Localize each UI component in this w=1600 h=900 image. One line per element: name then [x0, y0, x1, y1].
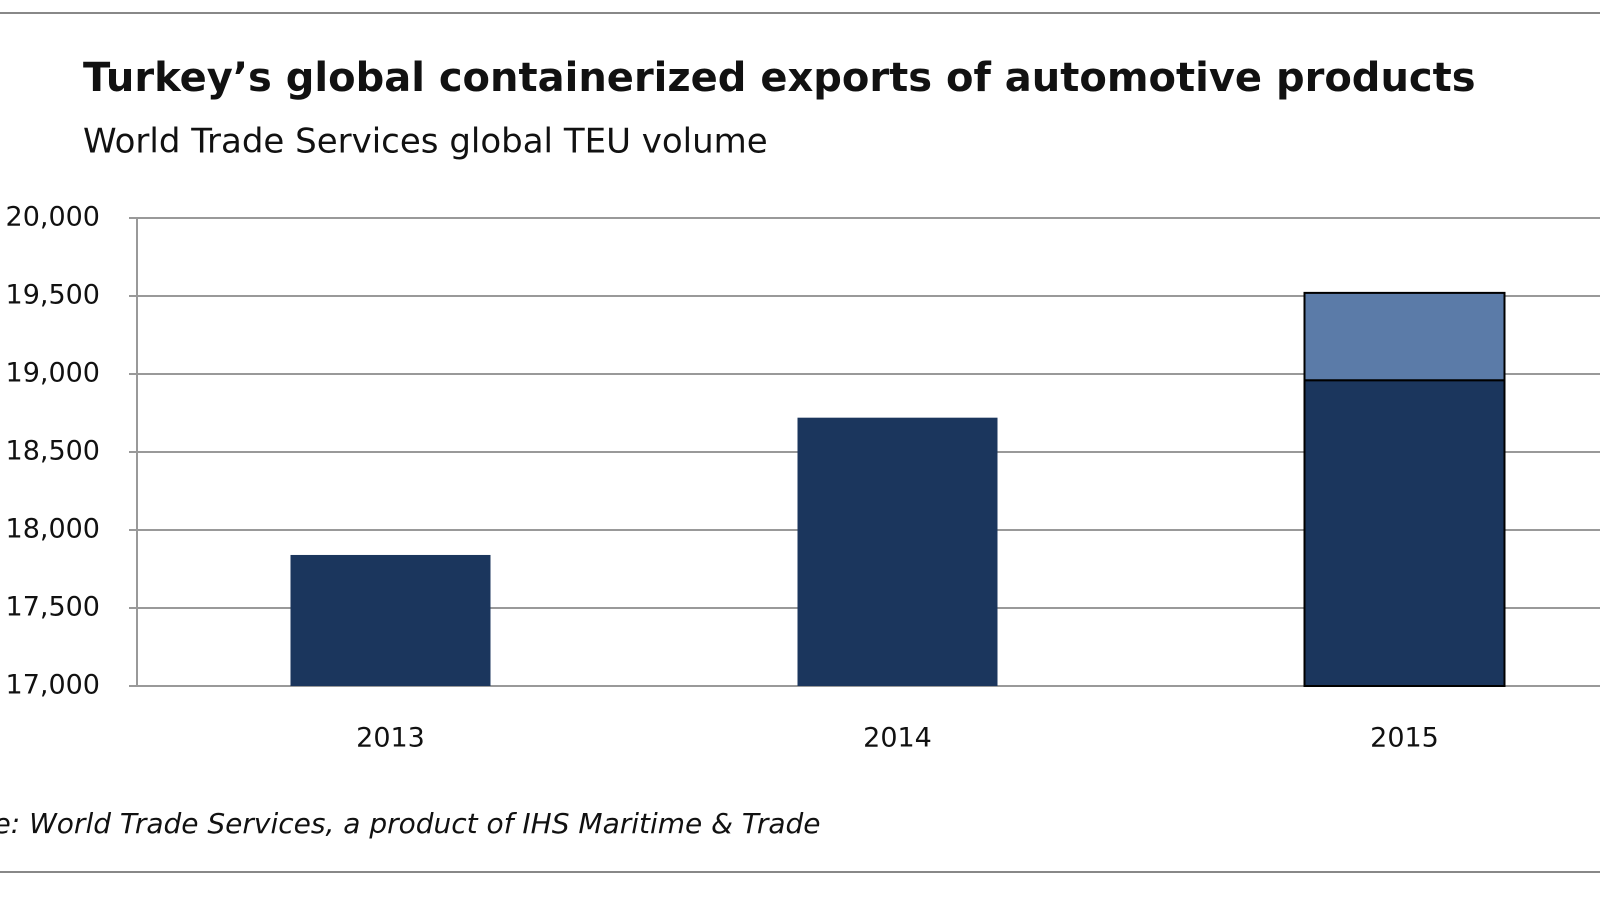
y-tick-label: 19,000 — [6, 358, 100, 389]
y-tick-label: 20,000 — [6, 202, 100, 233]
y-tick-label: 17,500 — [6, 592, 100, 623]
chart-title: Turkey’s global containerized exports of… — [83, 55, 1476, 101]
y-tick-label: 19,500 — [6, 280, 100, 311]
x-tick-label: 2013 — [356, 723, 425, 754]
x-tick-label: 2015 — [1370, 723, 1439, 754]
bar-segment — [1303, 291, 1506, 382]
bar-segment — [290, 554, 491, 686]
bar-segment — [1303, 379, 1506, 687]
y-tick-label: 18,000 — [6, 514, 100, 545]
y-tick-label: 18,500 — [6, 436, 100, 467]
bar-segment — [797, 417, 998, 686]
x-tick-label: 2014 — [863, 723, 932, 754]
y-tick-label: 17,000 — [6, 670, 100, 701]
chart-subtitle: World Trade Services global TEU volume — [83, 122, 768, 162]
source-note: Source: World Trade Services, a product … — [0, 807, 821, 840]
